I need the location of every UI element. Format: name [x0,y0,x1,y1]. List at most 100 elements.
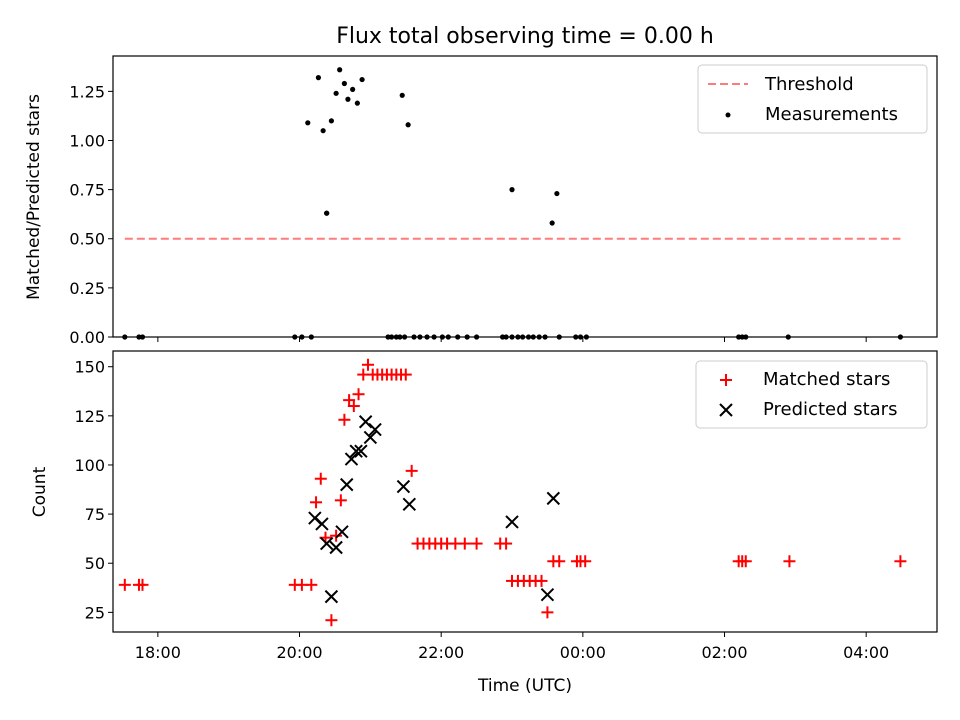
legend-threshold-label: Threshold [764,74,854,95]
y-tick-label: 0.50 [69,230,105,249]
matched-point [458,537,471,550]
matched-point [500,537,513,550]
predicted-point [396,479,411,494]
measurement-point [405,122,411,128]
y-tick-label: 0.75 [69,181,105,200]
legend-matched-label: Matched stars [763,369,890,390]
bottom-y-ticks: 25 50 75 100 125 150 [74,358,113,622]
matched-point [310,496,323,509]
measurement-point [399,92,405,98]
predicted-point [540,587,555,602]
y-tick-label: 100 [74,456,105,475]
measurement-point [337,67,343,73]
bottom-legend: Matched stars Predicted stars [695,360,928,429]
predicted-point [324,589,339,604]
top-legend-box [697,64,928,134]
bottom-axes-frame [112,350,938,633]
x-tick-label: 20:00 [276,643,322,662]
matched-point [783,555,796,568]
y-tick-label: 1.00 [69,131,105,150]
measurement-point [509,187,515,193]
bottom-y-axis-label: Count [30,466,50,517]
y-tick-label: 125 [74,407,105,426]
measurement-point [315,75,322,81]
y-tick-label: 0.25 [69,279,105,298]
predicted-point [368,422,382,437]
x-axis-label: Time (UTC) [477,676,572,696]
figure-title: Flux total observing time = 0.00 h [336,24,714,49]
matched-point [338,413,351,426]
predicted-point [319,536,334,551]
matched-point [352,388,365,401]
top-legend: Threshold Measurements [697,64,928,134]
measurement-point [359,76,365,83]
bottom-x-ticks: 18:00 20:00 22:00 00:00 02:00 04:00 [135,632,889,662]
top-y-axis-label: Matched/Predicted stars [24,94,44,300]
series-matched-stars [118,358,907,627]
predicted-point [315,517,329,531]
matched-point [118,578,131,591]
measurement-point [324,210,330,216]
bottom-legend-box [695,360,928,429]
x-tick-label: 02:00 [701,643,747,662]
predicted-point [354,444,368,458]
predicted-point [349,444,363,458]
measurement-point [350,86,356,93]
measurement-point [341,80,347,87]
top-axes: 0.00 0.25 0.50 0.75 1.00 1.25 Matched/Predict… [24,55,938,347]
top-x-ticks [157,337,867,342]
matched-point [347,400,360,413]
legend-predicted-swatch [719,403,733,417]
predicted-point [363,430,378,445]
predicted-point [358,415,373,429]
top-axes-frame [112,55,938,338]
x-tick-label: 00:00 [560,643,606,662]
bottom-axes: 25 50 75 100 125 150 18:00 20:00 22:00 00:00 02:0… [30,350,938,696]
matched-point [325,614,338,627]
y-tick-label: 50 [85,554,105,573]
matched-point [330,529,343,542]
measurement-point [320,128,326,134]
top-y-ticks: 0.00 0.25 0.50 0.75 1.00 1.25 [69,82,113,347]
measurement-point [333,90,339,96]
measurement-point [354,100,360,106]
measurement-point [554,190,560,197]
predicted-point [335,525,349,539]
legend-measurements-label: Measurements [765,104,898,125]
x-tick-label: 04:00 [843,643,889,662]
matched-point [305,578,318,591]
predicted-point [402,497,417,511]
measurement-point [549,220,555,226]
predicted-point [344,452,359,466]
matched-point [541,606,554,619]
legend-predicted-label: Predicted stars [763,399,897,420]
matched-point [894,555,907,568]
measurement-point [328,118,334,124]
measurement-point [345,96,351,102]
y-tick-label: 1.25 [69,82,105,101]
predicted-point [505,515,519,529]
predicted-point [546,491,561,506]
matched-point [405,464,418,477]
matched-point [361,358,374,371]
y-tick-label: 75 [85,505,105,524]
y-tick-label: 0.00 [69,328,105,347]
measurement-point [305,120,311,126]
y-tick-label: 150 [74,358,105,377]
x-tick-label: 18:00 [135,643,181,662]
series-predicted-stars [308,415,561,604]
matched-point [470,537,483,550]
matched-point [579,555,592,568]
legend-matched-swatch [720,374,732,386]
matched-point [535,574,548,587]
matched-point [314,472,327,485]
x-tick-label: 22:00 [418,643,464,662]
matched-point [553,555,566,568]
matched-point [739,555,752,568]
matched-point [399,368,412,381]
matched-point [334,494,347,507]
y-tick-label: 25 [85,603,105,622]
matched-point [136,578,149,591]
legend-measurements-swatch [725,112,731,118]
